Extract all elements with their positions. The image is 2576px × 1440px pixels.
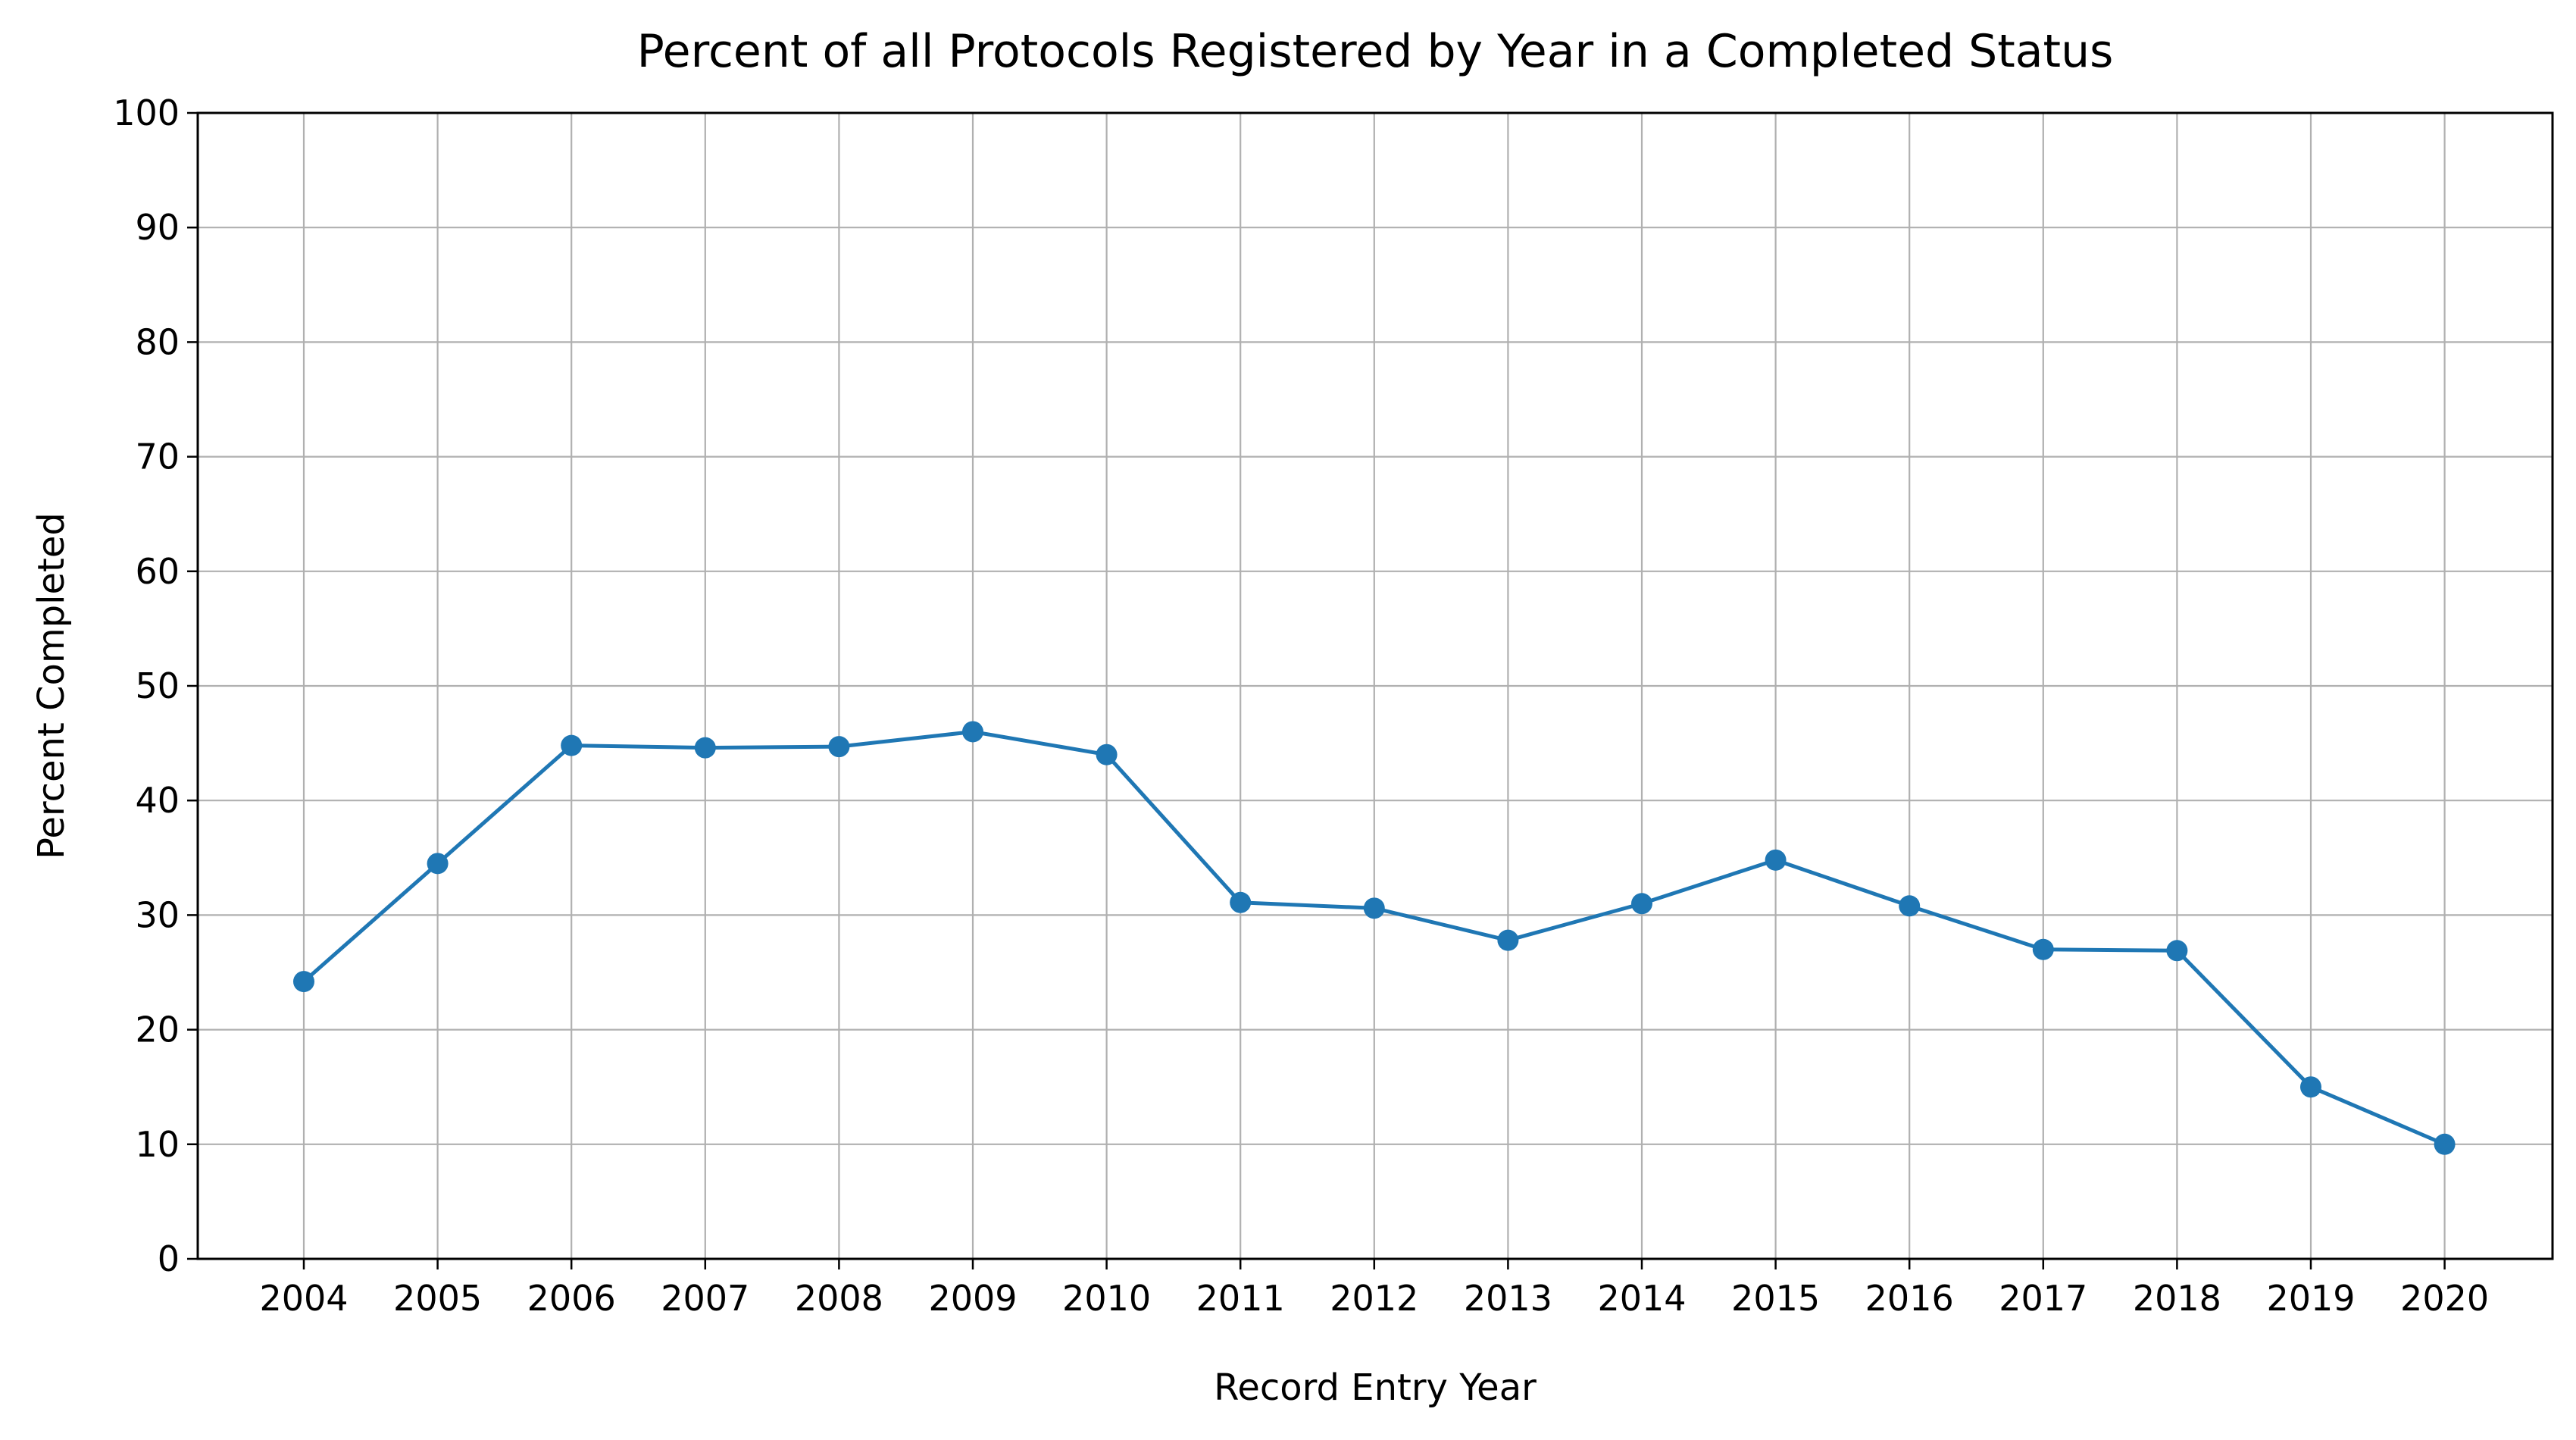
data-point xyxy=(1096,743,1118,765)
y-tick-label: 20 xyxy=(135,1010,180,1050)
y-tick-label: 70 xyxy=(135,437,180,477)
data-point xyxy=(561,734,583,756)
data-point xyxy=(1899,895,1921,917)
y-tick-label: 50 xyxy=(135,665,180,706)
series-layer xyxy=(293,721,2456,1155)
data-point xyxy=(427,853,449,875)
chart-title: Percent of all Protocols Registered by Y… xyxy=(637,25,2114,78)
data-point xyxy=(962,721,983,743)
ticks: 0 10 20 30 40 50 60 70 80 90 100 2004 2005 2006 2007 20… xyxy=(113,92,2489,1319)
x-tick-label: 2016 xyxy=(1865,1278,1954,1319)
y-tick-label: 0 xyxy=(158,1238,180,1279)
y-tick-label: 60 xyxy=(135,551,180,592)
x-tick-label: 2018 xyxy=(2133,1278,2221,1319)
x-tick-label: 2017 xyxy=(1999,1278,2087,1319)
y-tick-label: 80 xyxy=(135,321,180,362)
x-tick-label: 2010 xyxy=(1062,1278,1151,1319)
x-axis-label: Record Entry Year xyxy=(1214,1366,1537,1409)
y-tick-label: 90 xyxy=(135,207,180,248)
x-tick-label: 2014 xyxy=(1597,1278,1686,1319)
x-tick-label: 2005 xyxy=(393,1278,482,1319)
x-tick-label: 2008 xyxy=(795,1278,883,1319)
x-tick-label: 2012 xyxy=(1330,1278,1418,1319)
data-point xyxy=(1230,891,1252,913)
x-tick-label: 2019 xyxy=(2266,1278,2355,1319)
data-point xyxy=(1631,893,1652,915)
data-point xyxy=(2434,1133,2456,1155)
data-point xyxy=(2032,938,2054,960)
x-tick-label: 2011 xyxy=(1196,1278,1285,1319)
x-tick-label: 2013 xyxy=(1464,1278,1552,1319)
y-tick-label: 100 xyxy=(113,92,180,133)
x-tick-label: 2004 xyxy=(259,1278,348,1319)
x-tick-label: 2009 xyxy=(928,1278,1017,1319)
x-tick-label: 2015 xyxy=(1731,1278,1820,1319)
data-point xyxy=(694,737,716,759)
x-tick-label: 2020 xyxy=(2400,1278,2489,1319)
y-axis-label: Percent Completed xyxy=(30,512,73,859)
data-point xyxy=(2166,940,2188,962)
data-point xyxy=(2300,1076,2321,1098)
y-tick-label: 40 xyxy=(135,780,180,821)
data-point xyxy=(1765,849,1787,871)
y-tick-label: 30 xyxy=(135,894,180,935)
data-point xyxy=(1497,929,1519,951)
y-tick-label: 10 xyxy=(135,1124,180,1165)
x-tick-label: 2006 xyxy=(527,1278,616,1319)
data-point xyxy=(1363,897,1385,919)
data-point xyxy=(293,971,314,993)
x-tick-label: 2007 xyxy=(661,1278,749,1319)
data-point xyxy=(828,736,850,758)
